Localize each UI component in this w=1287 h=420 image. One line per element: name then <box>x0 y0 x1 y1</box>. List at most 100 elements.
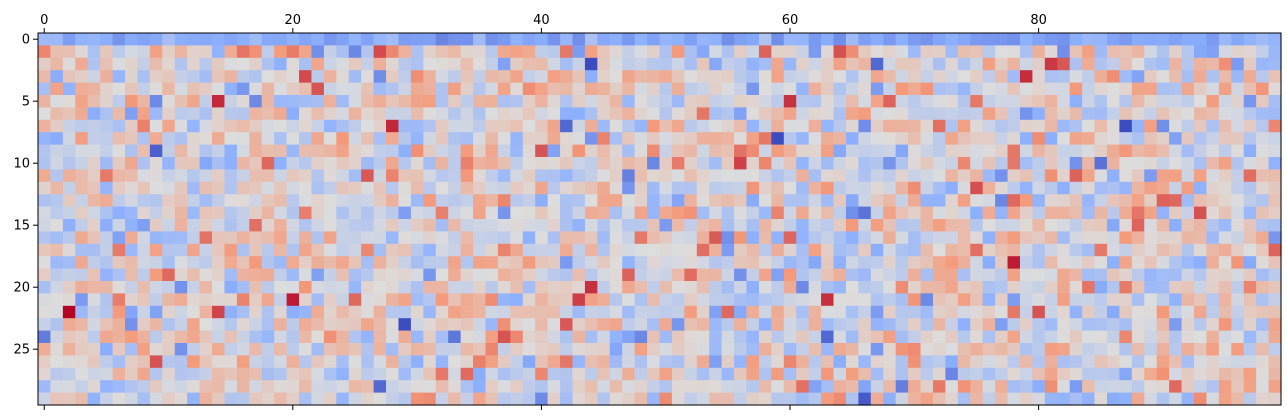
heatmap-cell <box>1268 57 1282 71</box>
heatmap-cell <box>323 144 337 158</box>
heatmap-cell <box>497 355 511 369</box>
heatmap-cell <box>796 293 810 307</box>
heatmap-cell <box>647 57 661 71</box>
heatmap-cell <box>1144 57 1158 71</box>
heatmap-cell <box>1069 318 1083 332</box>
heatmap-cell <box>1082 256 1096 270</box>
heatmap-cell <box>1057 243 1071 257</box>
heatmap-cell <box>460 330 474 344</box>
heatmap-cell <box>286 231 300 245</box>
heatmap-cell <box>261 367 275 381</box>
heatmap-cell <box>1082 206 1096 220</box>
heatmap-cell <box>435 181 449 195</box>
heatmap-cell <box>796 119 810 133</box>
heatmap-cell <box>137 144 151 158</box>
heatmap-cell <box>883 107 897 121</box>
heatmap-cell <box>236 95 250 108</box>
heatmap-cell <box>386 231 400 245</box>
heatmap-cell <box>634 231 648 245</box>
heatmap-cell <box>174 268 188 282</box>
heatmap-cell <box>771 194 785 208</box>
heatmap-cell <box>845 57 859 71</box>
heatmap-cell <box>1206 45 1220 59</box>
heatmap-cell <box>87 107 101 121</box>
heatmap-cell <box>1019 95 1033 108</box>
heatmap-cell <box>572 330 586 344</box>
heatmap-cell <box>634 380 648 394</box>
heatmap-cell <box>833 305 847 319</box>
heatmap-cell <box>311 318 325 332</box>
heatmap-cell <box>386 132 400 146</box>
heatmap-cell <box>361 330 375 344</box>
heatmap-cell <box>659 318 673 332</box>
heatmap-cell <box>920 169 934 183</box>
heatmap-cell <box>1106 194 1121 208</box>
heatmap-cell <box>1206 95 1220 108</box>
heatmap-cell <box>746 318 760 332</box>
heatmap-cell <box>634 194 648 208</box>
heatmap-cell <box>274 380 288 394</box>
heatmap-cell <box>510 70 524 84</box>
heatmap-cell <box>460 107 474 121</box>
heatmap-cell <box>858 231 872 245</box>
heatmap-cell <box>572 343 586 356</box>
heatmap-cell <box>995 169 1009 183</box>
heatmap-cell <box>1231 305 1245 319</box>
heatmap-cell <box>535 157 549 170</box>
heatmap-cell <box>87 380 101 394</box>
heatmap-cell <box>932 243 946 257</box>
heatmap-cell <box>970 243 984 257</box>
heatmap-cell <box>1057 318 1071 332</box>
heatmap-cell <box>1057 144 1071 158</box>
heatmap-cell <box>1169 281 1183 294</box>
heatmap-cell <box>734 318 748 332</box>
heatmap-cell <box>87 355 101 369</box>
heatmap-cell <box>100 219 114 232</box>
heatmap-cell <box>187 256 201 270</box>
heatmap-cell <box>1131 330 1145 344</box>
heatmap-cell <box>634 132 648 146</box>
heatmap-cell <box>386 45 400 59</box>
heatmap-cell <box>100 132 114 146</box>
heatmap-cell <box>423 107 437 121</box>
heatmap-cell <box>510 392 524 406</box>
heatmap-cell <box>982 70 996 84</box>
heatmap-cell <box>572 82 586 96</box>
heatmap-cell <box>796 57 810 71</box>
heatmap-cell <box>870 256 884 270</box>
heatmap-cell <box>870 33 884 46</box>
heatmap-cell <box>709 243 723 257</box>
heatmap-cell <box>137 243 151 257</box>
heatmap-cell <box>398 194 412 208</box>
heatmap-cell <box>1069 82 1083 96</box>
heatmap-cell <box>1169 380 1183 394</box>
heatmap-cell <box>435 219 449 232</box>
heatmap-cell <box>932 380 946 394</box>
heatmap-cell <box>622 330 636 344</box>
heatmap-cell <box>75 281 89 294</box>
heatmap-cell <box>908 107 922 121</box>
heatmap-cell <box>957 144 971 158</box>
heatmap-cell <box>821 45 835 59</box>
heatmap-cell <box>311 281 325 294</box>
heatmap-cell <box>908 194 922 208</box>
heatmap-cell <box>212 256 226 270</box>
heatmap-cell <box>746 144 760 158</box>
heatmap-cell <box>647 268 661 282</box>
heatmap-cell <box>149 281 163 294</box>
heatmap-cell <box>932 70 946 84</box>
heatmap-cell <box>38 95 52 108</box>
heatmap-cell <box>870 281 884 294</box>
heatmap-cell <box>87 343 101 356</box>
heatmap-cell <box>982 281 996 294</box>
heatmap-cell <box>50 45 64 59</box>
heatmap-cell <box>845 206 859 220</box>
heatmap-cell <box>870 219 884 232</box>
heatmap-cell <box>796 367 810 381</box>
heatmap-cell <box>1044 243 1058 257</box>
heatmap-cell <box>995 144 1009 158</box>
heatmap-cell <box>572 305 586 319</box>
heatmap-cell <box>1218 206 1232 220</box>
heatmap-cell <box>684 243 698 257</box>
heatmap-cell <box>398 256 412 270</box>
